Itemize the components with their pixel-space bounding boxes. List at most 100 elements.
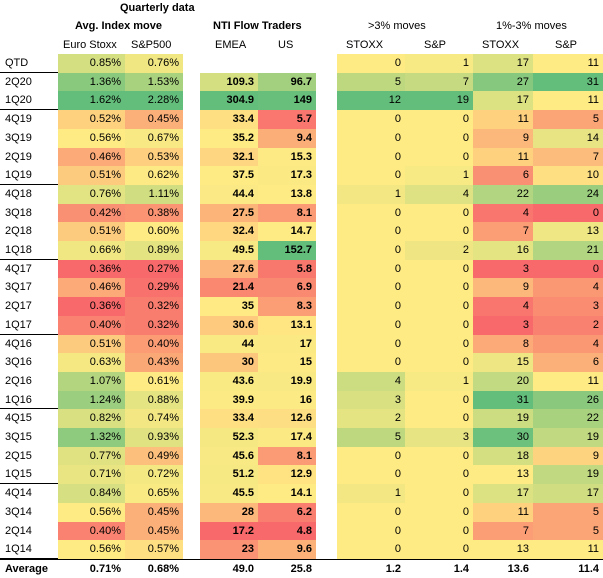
r13-sp-cell: 11 (533, 91, 603, 111)
euro-stoxx-cell: 0.56% (58, 502, 125, 522)
us-cell: 17 (258, 334, 316, 354)
r13-sp-cell: 14 (533, 128, 603, 148)
r13-sp-cell: 22 (533, 409, 603, 429)
quarter-label: 4Q15 (5, 412, 32, 425)
us-cell: 12.9 (258, 465, 316, 485)
gt3-stoxx-cell: 2 (337, 409, 405, 429)
sp500-cell: 0.27% (125, 259, 183, 279)
emea-cell: 44.4 (200, 184, 258, 204)
gt3-stoxx-cell: 0 (337, 465, 405, 485)
r13-stoxx-cell: 4 (473, 203, 533, 223)
r13-sp-cell: 21 (533, 241, 603, 260)
gt3-stoxx-cell: 3 (337, 390, 405, 410)
r13-sp-cell: 11 (533, 54, 603, 73)
emea-cell: 23 (200, 540, 258, 560)
emea-cell: 35 (200, 297, 258, 317)
euro-stoxx-cell: 1.07% (58, 371, 125, 391)
r13-stoxx-cell: 19 (473, 409, 533, 429)
gt3-sp-cell: 0 (405, 409, 473, 429)
sp500-header: S&P500 (131, 39, 172, 51)
year-separator (0, 71, 58, 73)
r13-sp-cell: 10 (533, 166, 603, 186)
average-label: Average (5, 562, 49, 575)
quarter-label: 1Q14 (5, 543, 32, 556)
quarter-label: 4Q14 (5, 487, 32, 500)
r13-sp-cell: 5 (533, 110, 603, 130)
r13-stoxx-cell: 9 (473, 128, 533, 148)
gt3-sp-cell: 0 (405, 353, 473, 373)
emea-cell: 32.1 (200, 147, 258, 167)
gt3-stoxx-cell: 0 (337, 278, 405, 298)
sp500-cell: 0.40% (125, 334, 183, 354)
quarter-label: 3Q16 (5, 356, 32, 369)
average-gt3-stoxx-cell: 1.2 (385, 562, 401, 575)
emea-cell: 27.5 (200, 203, 258, 223)
us-cell: 96.7 (258, 72, 316, 92)
emea-cell: 27.6 (200, 259, 258, 279)
sheet-title: Quarterly data (120, 2, 195, 14)
r13-sp-cell: 4 (533, 334, 603, 354)
r13-stoxx-cell: 3 (473, 315, 533, 335)
sp500-cell: 0.61% (125, 371, 183, 391)
quarter-label: 1Q18 (5, 244, 32, 256)
quarter-label: 2Q20 (5, 75, 32, 88)
r13-stoxx-cell: 8 (473, 334, 533, 354)
r13-sp-cell: 0 (533, 203, 603, 223)
r13-stoxx-cell: 13 (473, 465, 533, 485)
r13-stoxx-cell: 22 (473, 184, 533, 204)
euro-stoxx-cell: 0.66% (58, 241, 125, 260)
gt3-stoxx-cell: 4 (337, 371, 405, 391)
quarter-label: 3Q17 (5, 281, 32, 294)
emea-cell: 304.9 (200, 91, 258, 111)
us-cell: 8.1 (258, 446, 316, 466)
gt3-sp-header: S&P (424, 39, 447, 51)
r13-sp-cell: 24 (533, 184, 603, 204)
r13-stoxx-cell: 7 (473, 222, 533, 242)
gt3-sp-cell: 4 (405, 184, 473, 204)
gt3-sp-cell: 0 (405, 203, 473, 223)
emea-cell: 44 (200, 334, 258, 354)
sp500-cell: 0.53% (125, 147, 183, 167)
gt3-stoxx-cell: 0 (337, 259, 405, 279)
sp500-cell: 0.45% (125, 110, 183, 130)
r13-sp-header: S&P (555, 39, 578, 51)
gt3-stoxx-cell: 0 (337, 315, 405, 335)
gt3-stoxx-cell: 0 (337, 540, 405, 560)
gt3-sp-cell: 1 (405, 371, 473, 391)
quarter-label: 1Q19 (5, 169, 32, 182)
quarter-label: 3Q14 (5, 505, 32, 518)
sp500-cell: 0.45% (125, 521, 183, 541)
r13-sp-cell: 6 (533, 353, 603, 373)
us-cell: 17.3 (258, 166, 316, 186)
gt3-sp-cell: 19 (405, 91, 473, 111)
gt3-sp-cell: 0 (405, 521, 473, 541)
r13-sp-cell: 5 (533, 502, 603, 522)
r13-stoxx-cell: 17 (473, 91, 533, 111)
nti-header: NTI Flow Traders (213, 20, 302, 32)
euro-stoxx-cell: 1.62% (58, 91, 125, 111)
quarter-label: 2Q15 (5, 449, 32, 462)
euro-stoxx-cell: 1.36% (58, 72, 125, 92)
euro-stoxx-cell: 0.42% (58, 203, 125, 223)
r13-sp-cell: 13 (533, 222, 603, 242)
gt3-stoxx-cell: 0 (337, 203, 405, 223)
euro-stoxx-cell: 0.51% (58, 222, 125, 242)
gt3-sp-cell: 0 (405, 278, 473, 298)
emea-cell: 30 (200, 353, 258, 373)
us-cell: 149 (258, 91, 316, 111)
sp500-cell: 1.11% (125, 184, 183, 204)
gt3-sp-cell: 0 (405, 147, 473, 167)
gt3-sp-cell: 0 (405, 110, 473, 130)
r13-stoxx-cell: 11 (473, 502, 533, 522)
sp500-cell: 0.45% (125, 502, 183, 522)
sp500-cell: 1.53% (125, 72, 183, 92)
euro-stoxx-cell: 0.36% (58, 297, 125, 317)
euro-stoxx-cell: 0.46% (58, 278, 125, 298)
us-header: US (278, 39, 294, 51)
gt3-stoxx-cell: 0 (337, 241, 405, 260)
r13-stoxx-cell: 17 (473, 484, 533, 504)
emea-cell: 33.4 (200, 409, 258, 429)
average-us-cell: 25.8 (290, 562, 312, 575)
average-separator (0, 558, 603, 560)
emea-cell: 33.4 (200, 110, 258, 130)
